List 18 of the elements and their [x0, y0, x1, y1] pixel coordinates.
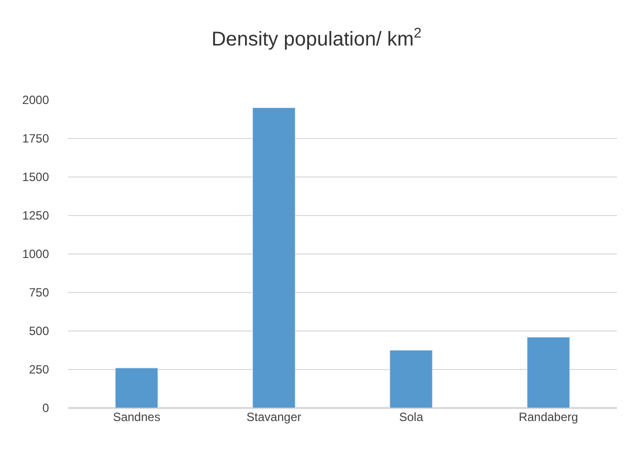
- bar: [252, 107, 296, 408]
- y-tick-label: 500: [28, 324, 50, 338]
- x-tick-label: Sola: [399, 410, 424, 424]
- y-tick-label: 1750: [22, 132, 50, 146]
- y-tick-label: 1250: [22, 208, 50, 223]
- y-tick-label: 2000: [22, 93, 50, 108]
- bar: [115, 368, 158, 408]
- y-tick-label: 750: [28, 286, 50, 300]
- bar: [526, 336, 570, 408]
- y-tick-label: 1500: [22, 170, 50, 184]
- x-tick-label: Randaberg: [518, 410, 578, 424]
- x-tick-label: Stavanger: [246, 410, 302, 424]
- y-tick-label: 1000: [22, 247, 50, 262]
- y-tick-label: 0: [42, 401, 50, 416]
- x-tick-label: Sandnes: [112, 410, 160, 424]
- chart-title: Density population/ km$^{2}$: [211, 24, 422, 51]
- y-tick-label: 250: [28, 362, 50, 377]
- bar: [390, 350, 433, 408]
